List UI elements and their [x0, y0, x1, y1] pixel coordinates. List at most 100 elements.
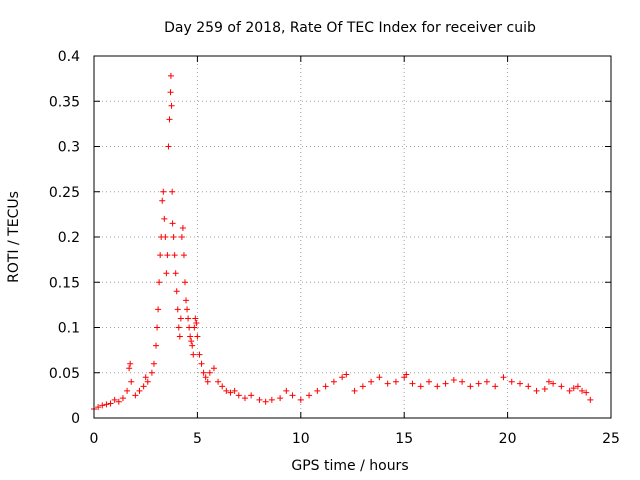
- data-point: [132, 392, 139, 399]
- data-point: [314, 387, 321, 394]
- data-point: [558, 383, 565, 390]
- data-point: [459, 378, 466, 385]
- data-point: [409, 380, 416, 387]
- y-tick-label: 0.1: [58, 321, 80, 337]
- data-point: [475, 380, 482, 387]
- data-point: [172, 270, 179, 277]
- data-point: [533, 387, 540, 394]
- data-point: [124, 387, 131, 394]
- data-point: [174, 306, 181, 313]
- data-point: [227, 389, 234, 396]
- data-point: [525, 383, 532, 390]
- data-point: [277, 395, 284, 402]
- data-point: [103, 401, 110, 408]
- y-tick-label: 0.05: [49, 366, 80, 382]
- data-point: [434, 383, 441, 390]
- data-point: [173, 288, 180, 295]
- data-point: [223, 387, 230, 394]
- data-point: [150, 360, 157, 367]
- data-point: [204, 378, 211, 385]
- data-point: [210, 365, 217, 372]
- data-point: [241, 395, 248, 402]
- data-point: [541, 386, 548, 393]
- data-point: [166, 116, 173, 123]
- data-point: [574, 383, 581, 390]
- data-point: [289, 392, 296, 399]
- y-tick-label: 0.2: [58, 230, 80, 246]
- data-point: [190, 351, 197, 358]
- data-point: [426, 378, 433, 385]
- y-tick-label: 0.25: [49, 185, 80, 201]
- data-point: [148, 369, 155, 376]
- data-point: [194, 333, 201, 340]
- data-point: [165, 143, 172, 150]
- data-point: [156, 279, 163, 286]
- grid-lines: [94, 56, 611, 418]
- data-point: [262, 398, 269, 405]
- y-tick-label: 0.35: [49, 94, 80, 110]
- data-point: [384, 380, 391, 387]
- y-tick-label: 0.15: [49, 275, 80, 291]
- x-axis-label: GPS time / hours: [291, 458, 408, 474]
- data-point: [566, 387, 573, 394]
- data-point: [144, 378, 151, 385]
- data-point: [343, 371, 350, 378]
- data-point: [154, 324, 161, 331]
- data-point: [115, 398, 122, 405]
- data-point: [187, 333, 194, 340]
- data-point: [202, 374, 209, 381]
- x-tick-label: 10: [292, 431, 310, 447]
- data-point: [140, 383, 147, 390]
- data-point: [268, 396, 275, 403]
- y-tick-labels: 0 0.05 0.1 0.15 0.2 0.25 0.3 0.35 0.4: [49, 49, 80, 427]
- data-point: [164, 252, 171, 259]
- data-point: [231, 387, 238, 394]
- x-tick-label: 20: [499, 431, 517, 447]
- data-point: [200, 369, 207, 376]
- data-point: [169, 188, 176, 195]
- data-point: [186, 324, 193, 331]
- y-tick-label: 0.4: [58, 49, 80, 65]
- data-point: [392, 378, 399, 385]
- data-point: [99, 402, 106, 409]
- data-point: [159, 197, 166, 204]
- x-tick-labels: 0 5 10 15 20 25: [90, 431, 620, 447]
- data-point: [160, 188, 167, 195]
- data-point: [570, 385, 577, 392]
- data-point: [545, 378, 552, 385]
- x-tick-label: 5: [193, 431, 202, 447]
- data-point: [322, 383, 329, 390]
- data-point: [167, 72, 174, 79]
- data-point: [95, 404, 102, 411]
- data-point: [417, 383, 424, 390]
- data-point: [168, 102, 175, 109]
- data-point: [256, 396, 263, 403]
- data-point: [500, 374, 507, 381]
- data-point: [191, 324, 198, 331]
- data-point: [198, 360, 205, 367]
- data-point: [351, 387, 358, 394]
- data-point: [153, 342, 160, 349]
- data-point: [368, 378, 375, 385]
- data-point: [155, 306, 162, 313]
- data-point: [579, 387, 586, 394]
- data-point: [119, 395, 126, 402]
- data-point: [177, 315, 184, 322]
- data-point: [196, 351, 203, 358]
- x-tick-label: 0: [90, 431, 99, 447]
- data-point: [193, 319, 200, 326]
- axis-ticks: [93, 55, 612, 419]
- data-point: [587, 396, 594, 403]
- data-point: [127, 360, 134, 367]
- data-point: [283, 387, 290, 394]
- data-point: [189, 342, 196, 349]
- data-point: [175, 324, 182, 331]
- data-point: [142, 374, 149, 381]
- data-point: [184, 306, 191, 313]
- data-point: [215, 378, 222, 385]
- data-point: [111, 396, 118, 403]
- data-point: [330, 378, 337, 385]
- data-point: [467, 383, 474, 390]
- data-point: [180, 252, 187, 259]
